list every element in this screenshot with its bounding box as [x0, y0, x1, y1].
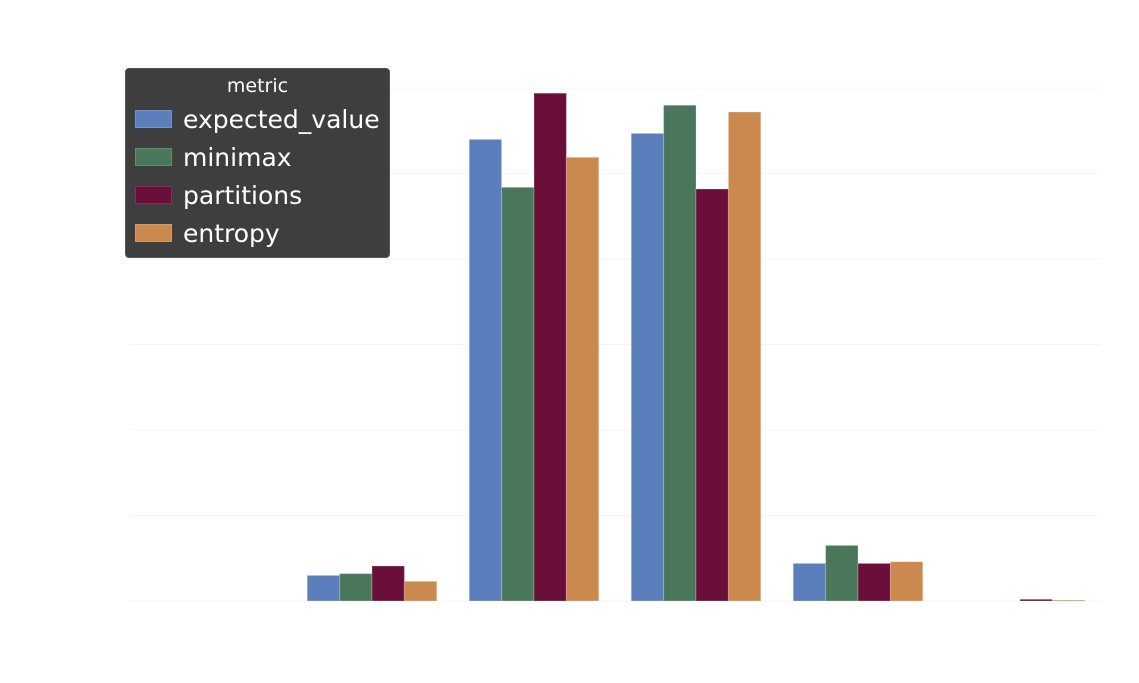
legend-label: minimax: [183, 142, 292, 172]
legend-swatch: [135, 148, 172, 166]
bar-expected-value: [792, 562, 827, 602]
legend-entry-expected-value: expected_value: [135, 104, 380, 134]
bar-minimax: [663, 104, 697, 602]
legend-label: entropy: [183, 218, 280, 248]
legend-entry-minimax: minimax: [135, 142, 292, 172]
legend-label: expected_value: [183, 104, 380, 134]
legend-swatch: [135, 224, 172, 242]
bar-expected-value: [468, 138, 503, 602]
legend-entry-entropy: entropy: [135, 218, 280, 248]
bars: [306, 92, 1086, 602]
legend-swatch: [135, 110, 172, 128]
legend-swatch: [135, 186, 172, 204]
legend-label: partitions: [183, 180, 303, 210]
bar-partitions: [533, 92, 567, 602]
bar-minimax: [825, 544, 859, 602]
bar-expected-value: [306, 574, 341, 602]
bar-entropy: [565, 156, 600, 602]
bar-entropy: [727, 111, 762, 602]
bar-minimax: [339, 573, 373, 602]
bar-expected-value: [630, 132, 665, 602]
bar-partitions: [695, 188, 729, 602]
legend: metric expected_value minimax partitions…: [125, 68, 390, 258]
bar-entropy: [1051, 599, 1086, 602]
bar-partitions: [1019, 598, 1053, 602]
bar-entropy: [889, 561, 924, 602]
bar-entropy: [403, 580, 438, 602]
bar-minimax: [501, 186, 535, 602]
bar-partitions: [371, 565, 405, 602]
legend-entry-partitions: partitions: [135, 180, 303, 210]
legend-title: metric: [226, 75, 289, 97]
bar-partitions: [857, 562, 891, 602]
